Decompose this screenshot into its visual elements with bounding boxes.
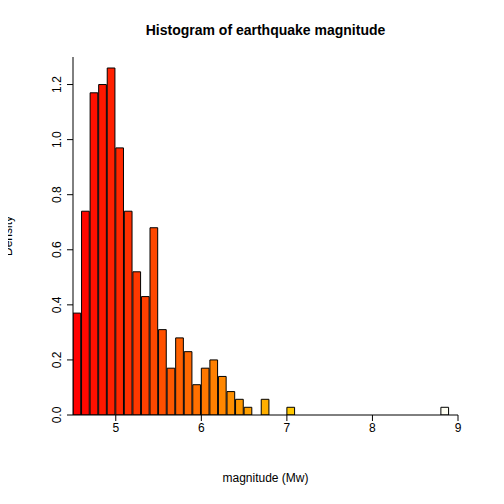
svg-text:7: 7 (284, 421, 291, 435)
svg-text:0.8: 0.8 (50, 186, 64, 203)
svg-text:0.0: 0.0 (50, 406, 64, 423)
svg-text:Density: Density (8, 216, 15, 256)
html-text:Histogram of earthquake magnit: Histogram of earthquake magnitude (145, 22, 386, 38)
svg-text:0.2: 0.2 (50, 351, 64, 368)
svg-text:0.4: 0.4 (50, 296, 64, 313)
svg-text:8: 8 (369, 421, 376, 435)
svg-text:6: 6 (198, 421, 205, 435)
svg-text:5: 5 (112, 421, 119, 435)
svg-text:magnitude (Mw): magnitude (Mw) (222, 471, 308, 485)
svg-text:1.2: 1.2 (50, 76, 64, 93)
svg-text:9: 9 (455, 421, 462, 435)
svg-text:0.6: 0.6 (50, 241, 64, 258)
svg-text:1.0: 1.0 (50, 131, 64, 148)
